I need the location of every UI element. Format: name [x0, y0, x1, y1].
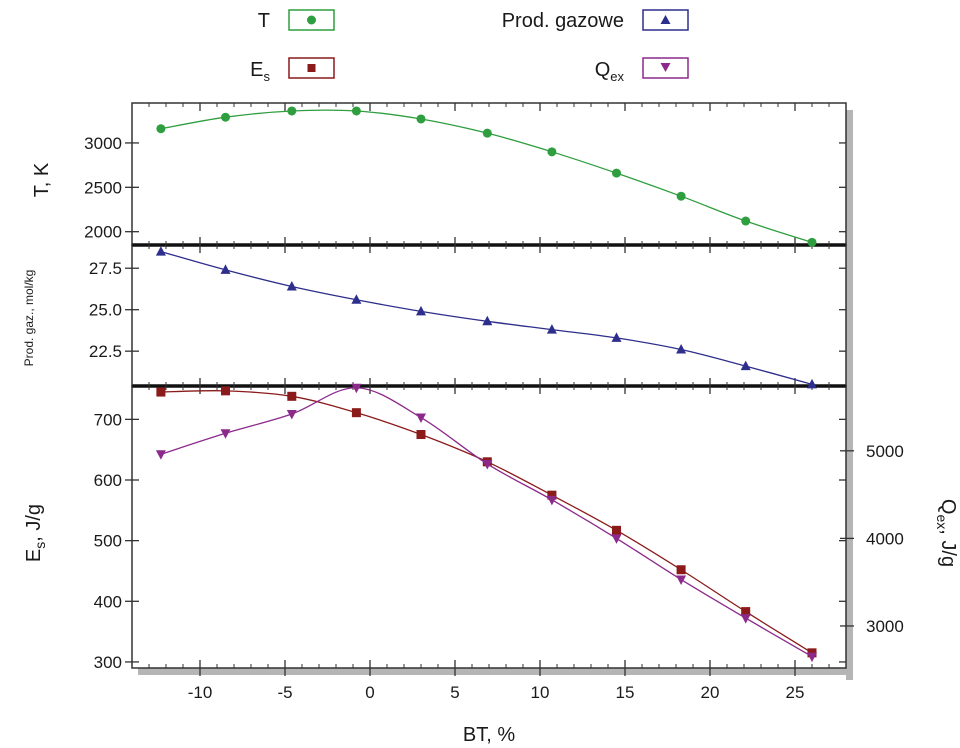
legend: T Prod. gazowe Es Qex: [250, 9, 689, 84]
data-point-es-8: [676, 565, 686, 575]
x-tick-label-5: 15: [616, 683, 635, 702]
data-point-qex-8: [676, 575, 687, 586]
data-point-qex-7: [611, 534, 622, 544]
x-axis-label: BT, %: [463, 724, 515, 746]
data-point-t-0: [156, 124, 166, 134]
panel-shadows: [138, 110, 853, 680]
data-point-t-7: [612, 168, 621, 178]
data-point-es-2: [287, 391, 297, 401]
shadow-bottom: [138, 668, 853, 675]
x-tick-label-7: 25: [786, 683, 805, 702]
legend-entry-qex: Qex: [595, 57, 689, 84]
legend-entry-t: T: [258, 9, 335, 32]
y-tick-label-bottom-1: 400: [94, 592, 122, 611]
data-point-qex-1: [220, 429, 231, 439]
y-tick-label-bottom-4: 700: [94, 410, 122, 429]
data-point-t-8: [676, 191, 686, 201]
data-point-qex-0: [155, 450, 166, 460]
data-point-prod-gazowe-5: [482, 315, 493, 326]
y-tick-label-middle-0: 22.5: [89, 342, 122, 361]
legend-marker-t: [307, 15, 316, 25]
panel-top-frame: [131, 102, 847, 246]
y2-tick-label-0: 3000: [866, 617, 904, 636]
data-point-qex-9: [740, 614, 751, 624]
data-point-prod-gazowe-2: [286, 280, 297, 291]
panel-middle-ylabel: Prod. gaz., mol/kg: [22, 270, 36, 367]
y-tick-label-middle-1: 25.0: [89, 301, 122, 320]
series: [155, 106, 817, 663]
x-tick-label-2: 0: [365, 683, 374, 702]
axes: -10 -5 0 5 10 15 20 25 2000 2500 3000 22.5 25.0 27.5 3…: [84, 103, 904, 702]
data-point-es-7: [612, 525, 621, 535]
data-point-t-2: [287, 106, 297, 116]
data-point-t-5: [482, 128, 492, 138]
data-point-qex-6: [546, 495, 557, 506]
data-point-prod-gazowe-8: [676, 344, 687, 354]
panel-top-ylabel: T, K: [31, 162, 53, 197]
data-point-qex-5: [482, 459, 493, 470]
y-tick-label-bottom-0: 300: [94, 653, 122, 672]
legend-label-t: T: [258, 10, 270, 32]
data-point-es-0: [156, 387, 166, 397]
panel-bottom-ylabel: Es, J/g: [23, 504, 48, 562]
data-point-es-9: [741, 607, 751, 617]
legend-marker-es: [307, 64, 316, 72]
x-tick-label-1: -5: [277, 683, 292, 702]
data-point-es-6: [547, 490, 557, 500]
y-tick-label-bottom-2: 500: [94, 532, 122, 551]
x-tick-label-6: 20: [701, 683, 720, 702]
data-point-qex-10: [807, 652, 817, 663]
panel-bottom-y2label: Qex, J/g: [934, 499, 959, 567]
panel-bottom-frame: [131, 385, 847, 669]
data-point-prod-gazowe-10: [807, 378, 817, 389]
legend-marker-qex: [660, 63, 671, 72]
data-point-prod-gazowe-0: [155, 246, 166, 256]
data-point-t-3: [351, 106, 361, 116]
legend-label-es: Es: [250, 59, 270, 84]
data-point-es-1: [221, 386, 230, 396]
x-tick-label-0: -10: [188, 683, 213, 702]
legend-entry-es: Es: [250, 57, 335, 84]
data-point-prod-gazowe-7: [611, 332, 622, 342]
y-tick-label-top-0: 2000: [84, 223, 122, 242]
legend-entry-prod-gazowe: Prod. gazowe: [502, 9, 689, 32]
data-point-es-3: [351, 408, 361, 418]
shadow-right: [846, 110, 853, 680]
y-tick-label-top-2: 3000: [84, 134, 122, 153]
y2-tick-label-1: 4000: [866, 529, 904, 548]
data-point-t-10: [807, 237, 817, 247]
x-tick-label-4: 10: [531, 683, 550, 702]
y-tick-label-bottom-3: 600: [94, 471, 122, 490]
data-point-qex-4: [416, 413, 426, 424]
data-point-qex-3: [351, 383, 362, 394]
legend-label-qex: Qex: [595, 59, 625, 84]
data-point-prod-gazowe-6: [546, 324, 557, 334]
data-point-t-1: [221, 112, 230, 122]
legend-marker-prod-gazowe: [660, 15, 671, 24]
data-point-t-4: [416, 114, 426, 124]
data-point-prod-gazowe-9: [740, 360, 751, 371]
y-tick-label-middle-2: 27.5: [89, 259, 122, 278]
x-tick-label-3: 5: [450, 683, 459, 702]
y2-tick-label-2: 5000: [866, 442, 904, 461]
legend-label-prod-gazowe: Prod. gazowe: [502, 10, 624, 32]
data-point-t-6: [547, 147, 557, 157]
data-point-prod-gazowe-4: [416, 305, 426, 316]
y-tick-label-top-1: 2500: [84, 178, 122, 197]
data-point-qex-2: [286, 410, 297, 420]
data-point-prod-gazowe-3: [351, 294, 362, 304]
data-point-es-4: [416, 430, 426, 440]
axis-titles: T, K Prod. gaz., mol/kg Es, J/g Qex, J/g…: [22, 162, 959, 746]
data-point-prod-gazowe-1: [220, 264, 231, 274]
data-point-t-9: [741, 216, 751, 226]
